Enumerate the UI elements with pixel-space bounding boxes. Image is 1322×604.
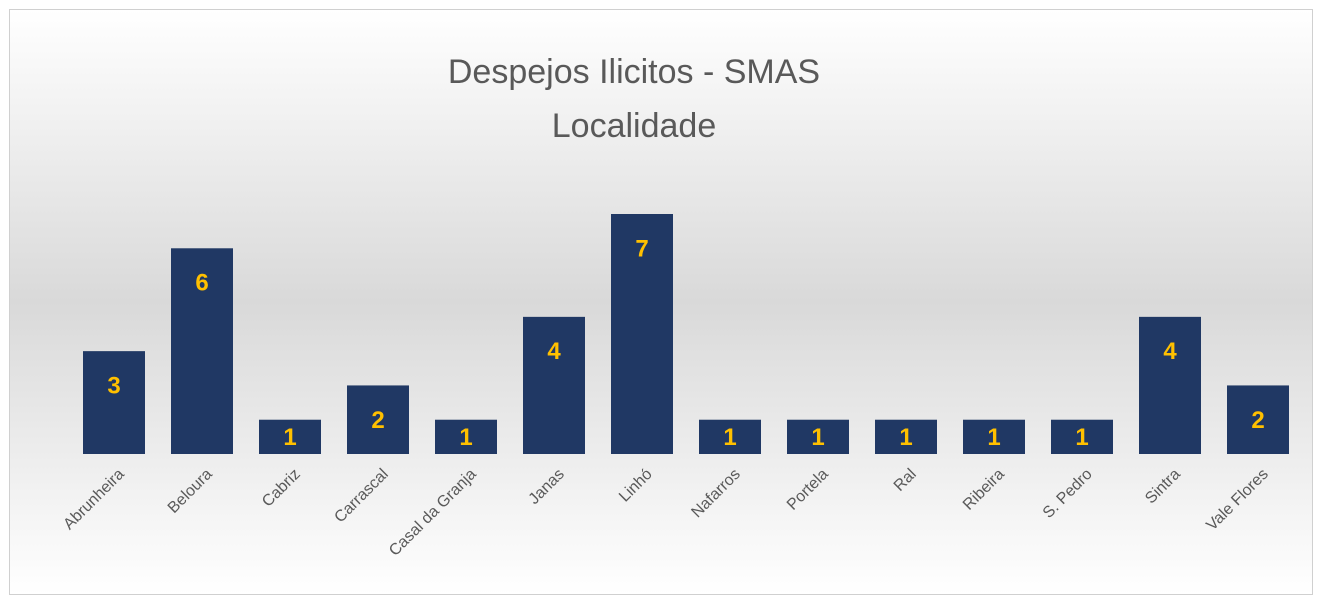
data-label: 3 — [107, 372, 120, 399]
chart-subtitle: Localidade — [552, 107, 716, 145]
data-label: 6 — [195, 270, 208, 297]
bar — [523, 316, 585, 454]
data-label: 1 — [899, 424, 912, 451]
bar — [787, 419, 849, 454]
data-label: 1 — [283, 424, 296, 451]
data-label: 1 — [723, 424, 736, 451]
data-label: 1 — [811, 424, 824, 451]
data-label: 4 — [1163, 338, 1177, 365]
bar — [699, 419, 761, 454]
bar — [611, 214, 673, 454]
data-label: 2 — [1251, 407, 1264, 434]
bar — [1139, 316, 1201, 454]
chart-title: Despejos Ilicitos - SMAS — [448, 53, 820, 91]
data-label: 7 — [635, 235, 648, 262]
bar — [171, 248, 233, 454]
bar — [435, 419, 497, 454]
data-label: 1 — [459, 424, 472, 451]
data-label: 2 — [371, 407, 384, 434]
bar — [963, 419, 1025, 454]
bar — [1051, 419, 1113, 454]
bar — [875, 419, 937, 454]
bar — [83, 351, 145, 454]
data-label: 1 — [987, 424, 1000, 451]
data-label: 1 — [1075, 424, 1088, 451]
bar — [347, 385, 409, 454]
data-label: 4 — [547, 338, 561, 365]
bar — [1227, 385, 1289, 454]
bar — [259, 419, 321, 454]
